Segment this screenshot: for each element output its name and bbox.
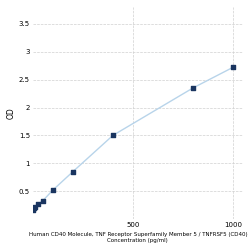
Y-axis label: OD: OD [7,107,16,119]
Point [41,199,45,203]
Point [33,205,37,209]
Point [191,86,195,90]
Point [31,208,35,212]
Point [111,134,115,138]
X-axis label: Human CD40 Molecule, TNF Receptor Superfamily Member 5 / TNFRSF5 (CD40)
Concentr: Human CD40 Molecule, TNF Receptor Superf… [28,232,247,243]
Point [36,202,40,206]
Point [71,170,75,174]
Point [32,206,36,210]
Point [231,65,235,69]
Point [51,188,55,192]
